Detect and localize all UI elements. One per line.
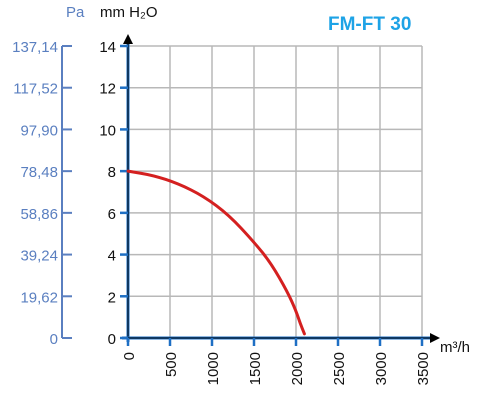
pa-tick-label: 0 [50, 331, 58, 348]
y-tick-label: 12 [99, 81, 116, 98]
x-tick-label: 500 [163, 352, 180, 377]
pa-tick-label: 19,62 [20, 289, 58, 306]
series-line [126, 169, 306, 336]
pa-tick-label: 97,90 [20, 122, 58, 139]
x-unit-label: m³/h [440, 339, 470, 356]
pa-unit-label: Pa [66, 4, 85, 21]
pa-tick-label: 137,14 [12, 39, 58, 56]
y-tick-label: 0 [108, 331, 116, 348]
pa-tick-label: 117,52 [13, 81, 58, 98]
pa-tick-label: 78,48 [20, 164, 58, 181]
y-tick-label: 10 [99, 122, 116, 139]
x-tick-label: 2000 [289, 352, 306, 385]
x-tick-label: 0 [121, 352, 138, 360]
x-axis-arrow [430, 333, 440, 343]
y-tick-label: 4 [108, 248, 116, 265]
chart-title: FM-FT 30 [328, 14, 412, 35]
x-tick-label: 2500 [331, 352, 348, 385]
y-tick-label: 6 [108, 206, 116, 223]
y-tick-label: 2 [108, 289, 116, 306]
mm-h2o-unit-label: mm H₂O [100, 4, 158, 21]
x-tick-label: 1000 [205, 352, 222, 385]
x-tick-label: 3000 [373, 352, 390, 385]
y-axis-arrow [123, 34, 133, 44]
pa-tick-label: 58,86 [20, 206, 58, 223]
x-tick-label: 3500 [415, 352, 432, 385]
pa-tick-label: 39,24 [20, 248, 58, 265]
y-tick-label: 8 [108, 164, 116, 181]
y-tick-label: 14 [99, 39, 116, 56]
x-tick-label: 1500 [247, 352, 264, 385]
